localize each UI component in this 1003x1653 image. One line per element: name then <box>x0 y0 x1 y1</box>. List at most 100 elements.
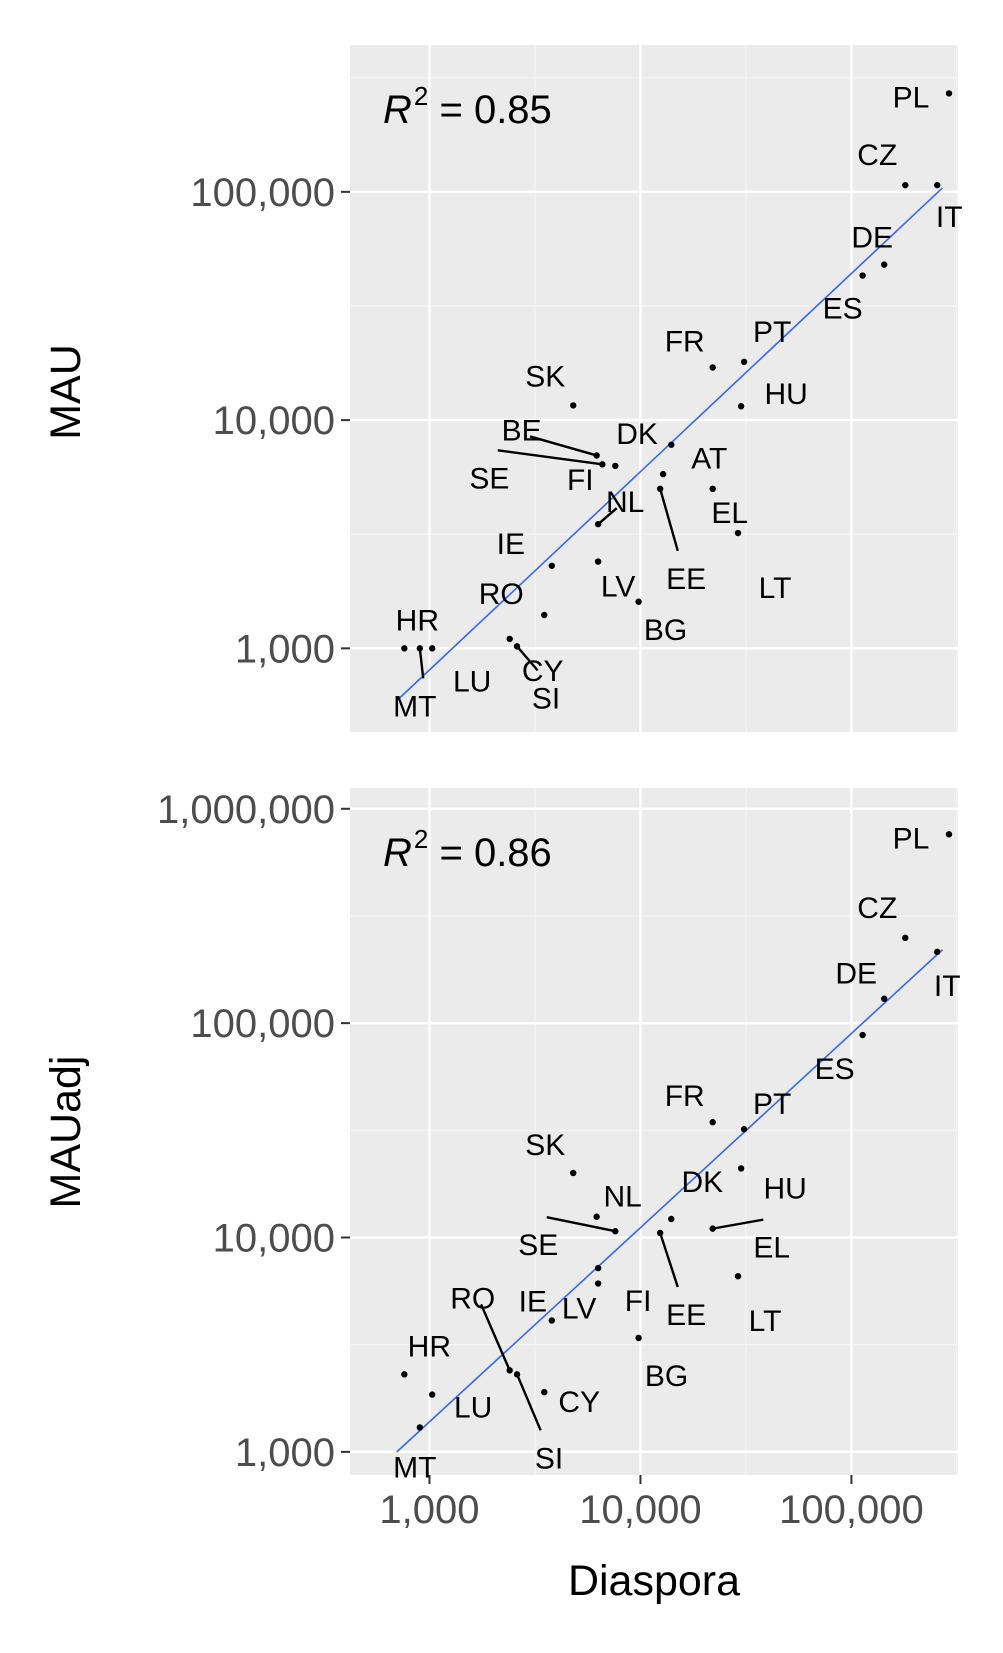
data-point <box>902 934 909 942</box>
r-symbol: R <box>383 831 412 875</box>
point-label: PT <box>753 1088 791 1121</box>
y-tick-label: 100,000 <box>190 1002 335 1046</box>
data-point <box>594 1280 602 1287</box>
point-label: LT <box>759 572 792 605</box>
point-label: FR <box>665 326 705 359</box>
data-point <box>548 562 556 569</box>
label-leader-line <box>497 449 603 466</box>
point-label: PL <box>893 822 930 855</box>
point-label: LU <box>453 665 491 698</box>
data-point <box>635 1334 642 1342</box>
data-point <box>880 261 888 268</box>
data-point <box>593 452 600 459</box>
data-point <box>548 1317 556 1324</box>
point-label: LV <box>601 571 635 604</box>
data-point <box>668 441 675 448</box>
data-point <box>428 1391 436 1398</box>
point-label: SK <box>525 360 565 393</box>
label-leader-line <box>597 507 618 526</box>
data-point <box>945 831 953 838</box>
x-tick-label: 1,000 <box>379 1488 479 1532</box>
y-tick-label: 10,000 <box>213 399 335 443</box>
point-label: HU <box>764 378 807 411</box>
x-tick-label: 10,000 <box>579 1488 701 1532</box>
point-label: EL <box>753 1232 790 1265</box>
data-point <box>933 948 941 956</box>
y-tick-label: 1,000 <box>235 627 335 671</box>
point-label: ES <box>823 293 863 326</box>
label-leader-line <box>659 488 679 552</box>
point-label: FI <box>625 1285 652 1318</box>
data-point <box>541 1388 548 1396</box>
label-leader-line <box>529 435 597 457</box>
point-label: AT <box>691 443 727 476</box>
y-tick-label: 100,000 <box>190 171 335 215</box>
data-point <box>656 485 664 493</box>
data-point <box>859 1031 866 1039</box>
label-leader-line <box>418 648 425 679</box>
data-point <box>570 1169 577 1177</box>
point-label: HR <box>408 1330 451 1363</box>
point-label: SE <box>469 462 509 495</box>
data-point <box>740 1126 748 1133</box>
plot-background <box>350 788 958 1475</box>
point-label: RO <box>479 578 524 611</box>
data-point <box>594 1264 602 1272</box>
data-point <box>416 645 424 652</box>
data-point <box>659 470 667 478</box>
data-point <box>612 1228 619 1235</box>
r-superscript: 2 <box>414 824 428 854</box>
data-point <box>593 1213 600 1220</box>
label-leader-line <box>479 1303 511 1371</box>
data-point <box>734 529 742 537</box>
point-label: DK <box>616 418 658 451</box>
y-tick-label: 10,000 <box>213 1217 335 1261</box>
point-label: FR <box>665 1080 705 1113</box>
data-point <box>416 1424 424 1431</box>
data-point <box>594 520 602 528</box>
point-label: EE <box>666 563 706 596</box>
point-label: BG <box>645 1360 688 1393</box>
plot-background <box>350 45 958 732</box>
label-leader-line <box>546 1216 616 1233</box>
point-label: HU <box>763 1172 806 1205</box>
data-point <box>734 1272 742 1280</box>
data-point <box>401 645 408 652</box>
data-point <box>656 1229 664 1237</box>
point-label: ES <box>815 1053 855 1086</box>
point-label: CY <box>558 1386 600 1419</box>
data-point <box>709 364 716 371</box>
x-tick-label: 100,000 <box>779 1488 924 1532</box>
r-symbol: R <box>383 88 412 132</box>
point-label: EE <box>666 1299 706 1332</box>
r-squared-annotation: R2 = 0.86 <box>383 824 552 875</box>
data-point <box>709 1119 716 1126</box>
point-label: MT <box>393 690 436 723</box>
point-label: IE <box>497 528 525 561</box>
r-value: = 0.86 <box>428 831 551 875</box>
r-superscript: 2 <box>414 81 428 111</box>
point-label: PT <box>753 316 791 349</box>
label-leader-line <box>515 1373 542 1431</box>
point-label: RO <box>450 1282 495 1315</box>
data-point <box>902 181 909 189</box>
data-point <box>612 462 619 470</box>
point-label: IT <box>934 970 961 1003</box>
data-point <box>401 1371 408 1378</box>
data-point <box>709 1225 716 1232</box>
fit-line <box>396 949 943 1453</box>
y-tick-label: 1,000,000 <box>157 788 335 832</box>
point-label: HR <box>396 604 439 637</box>
panel-mauadj: 1,000 10,000 100,000 1,000 10,000 100,000 1,00… <box>42 788 961 1532</box>
data-point <box>945 90 953 97</box>
data-point <box>513 643 521 650</box>
data-point <box>506 1367 513 1374</box>
point-label: SI <box>532 682 560 715</box>
point-label: FI <box>567 464 594 497</box>
point-label: LU <box>454 1392 492 1425</box>
data-point <box>506 635 513 643</box>
r-value: = 0.85 <box>428 88 551 132</box>
data-point <box>428 645 436 652</box>
r-squared-annotation: R2 = 0.85 <box>383 81 552 132</box>
point-label: BG <box>644 614 687 647</box>
